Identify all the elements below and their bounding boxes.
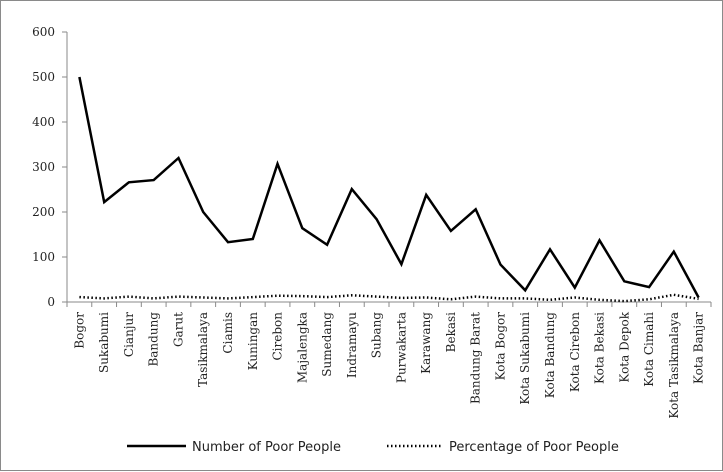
x-tick-label: Kota Bogor bbox=[493, 312, 507, 381]
x-tick-label: Majalengka bbox=[295, 312, 309, 383]
series-group bbox=[79, 77, 698, 301]
series-line-2 bbox=[79, 295, 698, 301]
x-tick-label: Kota Bekasi bbox=[593, 312, 607, 384]
y-axis-ticks: 0 100 200 300 400 500 600 bbox=[32, 25, 67, 309]
x-tick-label: Kuningan bbox=[246, 312, 260, 371]
x-tick-label: Kota Cimahi bbox=[642, 312, 656, 387]
x-tick-label: Kota Tasikmalaya bbox=[667, 312, 681, 419]
axes bbox=[67, 32, 711, 302]
x-tick-label: Karawang bbox=[419, 312, 433, 374]
x-tick-label: Indramayu bbox=[345, 312, 359, 378]
x-tick-label: Bandung Barat bbox=[469, 312, 483, 404]
x-tick-label: Bandung bbox=[147, 312, 161, 367]
x-tick-label: Kota Cirebon bbox=[568, 312, 582, 392]
x-tick-label: Purwakarta bbox=[394, 312, 408, 383]
x-axis-ticks: Bogor Sukabumi Cianjur Bandung Garut Tasikmal… bbox=[67, 302, 711, 419]
series-line-1 bbox=[79, 77, 698, 298]
x-tick-label: Cirebon bbox=[271, 312, 285, 361]
x-tick-label: Garut bbox=[171, 312, 185, 347]
x-tick-label: Sukabumi bbox=[97, 312, 111, 373]
x-tick-label: Sumedang bbox=[320, 312, 334, 377]
x-tick-label: Kota Sukabumi bbox=[518, 312, 532, 405]
x-tick-label: Bogor bbox=[72, 312, 86, 349]
x-tick-label: Bekasi bbox=[444, 312, 458, 353]
y-tick-label: 100 bbox=[32, 250, 55, 264]
x-tick-label: Kota Banjar bbox=[692, 312, 706, 384]
y-tick-label: 400 bbox=[32, 115, 55, 129]
legend-label-1: Number of Poor People bbox=[192, 440, 341, 455]
legend: Number of Poor People Percentage of Poor … bbox=[127, 440, 619, 455]
y-tick-label: 300 bbox=[32, 160, 55, 174]
x-tick-label: Tasikmalaya bbox=[196, 312, 210, 387]
y-tick-label: 200 bbox=[32, 205, 55, 219]
x-tick-label: Cianjur bbox=[122, 312, 136, 357]
y-tick-label: 500 bbox=[32, 70, 55, 84]
x-tick-label: Subang bbox=[370, 312, 384, 359]
x-tick-label: Kota Bandung bbox=[543, 312, 557, 398]
y-tick-label: 600 bbox=[32, 25, 55, 39]
y-tick-label: 0 bbox=[47, 295, 55, 309]
x-tick-label: Ciamis bbox=[221, 312, 235, 354]
legend-label-2: Percentage of Poor People bbox=[449, 440, 619, 455]
x-tick-label: Kota Depok bbox=[617, 311, 631, 382]
